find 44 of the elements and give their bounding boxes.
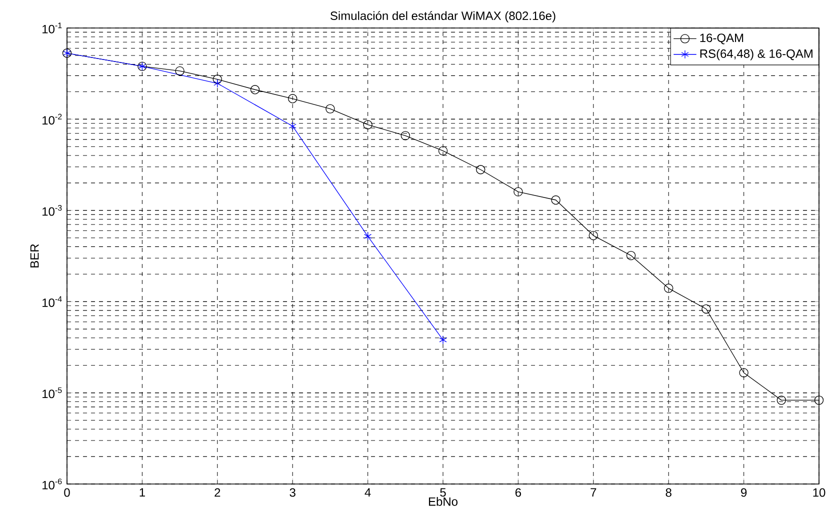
x-tick-label: 5 [440, 488, 446, 497]
point [814, 396, 824, 405]
y-tick-label: 10$^{-1}$ [42, 22, 62, 34]
x-tick-label: 3 [290, 488, 296, 497]
point [175, 66, 184, 76]
x-tick-label: 6 [515, 488, 522, 497]
y-tick-label: 10$^{-4}$ [42, 296, 62, 307]
y-tick-label: 10$^{-6}$ [42, 478, 62, 490]
point [212, 74, 222, 84]
legend-label: RS(64,48) & 16-QAM [700, 49, 812, 60]
legend-label: 16-QAM [700, 34, 744, 44]
y-tick-label: 10$^{-5}$ [42, 387, 62, 398]
point [476, 165, 486, 174]
y-tick-label: 10$^{-3}$ [42, 205, 62, 216]
point [288, 94, 298, 104]
x-tick-label: 2 [214, 488, 220, 497]
point [438, 146, 448, 156]
point [214, 79, 222, 88]
point [326, 104, 335, 114]
point [551, 195, 560, 205]
point [400, 131, 410, 140]
point [364, 232, 372, 241]
point [363, 120, 372, 130]
point [588, 230, 598, 240]
x-tick-label: 8 [666, 488, 672, 497]
x-tick-label: 7 [590, 488, 596, 497]
point [702, 304, 711, 314]
point [739, 368, 748, 378]
point [439, 336, 447, 344]
x-tick-label: 0 [64, 488, 70, 497]
y-tick-label: 10$^{-2}$ [42, 114, 62, 125]
chart-title: Simulación del estándar WiMAX (802.16e) [330, 11, 556, 22]
y-axis-title: BER [30, 244, 39, 268]
x-tick-label: 10 [813, 488, 826, 497]
x-tick-label: 9 [741, 488, 747, 497]
point [250, 85, 260, 94]
x-tick-label: 4 [364, 488, 371, 497]
x-axis-title: EbNo [428, 497, 458, 506]
point [776, 396, 786, 405]
point [664, 284, 674, 293]
point [514, 187, 523, 196]
point [288, 122, 296, 130]
x-tick-label: 1 [140, 488, 145, 497]
point [626, 250, 636, 260]
